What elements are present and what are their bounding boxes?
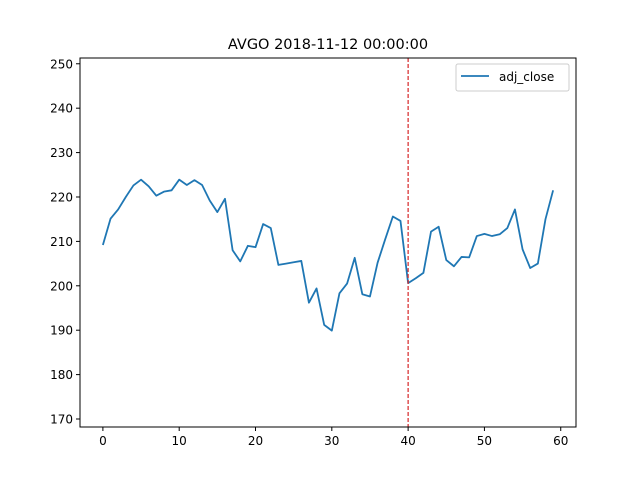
y-tick-label: 240 [50, 102, 73, 116]
legend: adj_close [455, 63, 570, 92]
y-tick-label: 220 [50, 190, 73, 204]
x-tick-label: 0 [99, 434, 107, 448]
x-tick-label: 60 [553, 434, 568, 448]
x-tick-label: 20 [248, 434, 263, 448]
y-tick-label: 250 [50, 57, 73, 71]
legend-frame [455, 63, 570, 92]
y-tick-label: 200 [50, 279, 73, 293]
x-tick-label: 40 [400, 434, 415, 448]
chart-title: AVGO 2018-11-12 00:00:00 [228, 37, 428, 53]
axes: 0 10 20 30 40 50 60 170 180 190 200 210 220 230 240 250 [50, 57, 577, 448]
y-tick-label: 190 [50, 324, 73, 338]
x-tick-label: 50 [477, 434, 492, 448]
y-tick-label: 180 [50, 368, 73, 382]
x-tick-label: 10 [172, 434, 187, 448]
x-tick-label: 30 [324, 434, 339, 448]
series-line-adj-close [102, 178, 554, 332]
plot-area [102, 58, 554, 427]
axes-frame [79, 57, 577, 428]
y-tick-label: 210 [50, 235, 73, 249]
legend-label-adj-close: adj_close [499, 70, 554, 84]
y-tick-label: 230 [50, 146, 73, 160]
y-tick-label: 170 [50, 413, 73, 427]
